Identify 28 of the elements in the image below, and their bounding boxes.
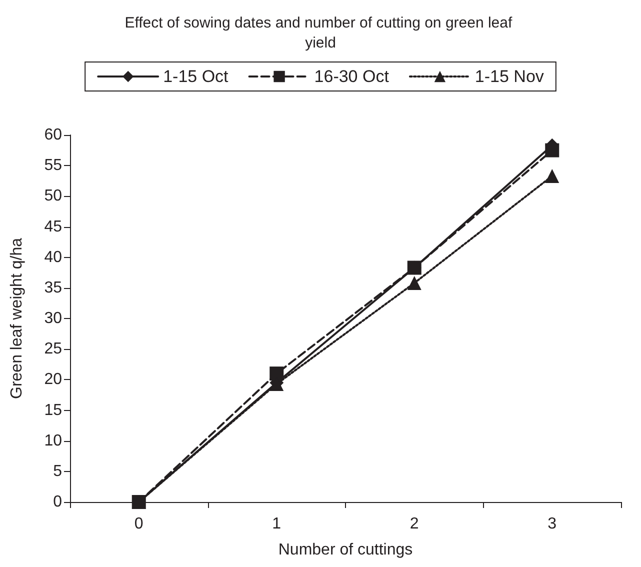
y-tick-label: 25: [44, 340, 62, 358]
y-tick-label: 35: [44, 279, 62, 296]
point: [545, 143, 560, 158]
point: [545, 168, 560, 183]
y-tick-label: 10: [44, 432, 62, 450]
y-tick-label: 0: [53, 494, 62, 510]
y-axis-title: Green leaf weight q/ha: [8, 238, 26, 399]
y-tick-label: 5: [53, 462, 62, 480]
y-tick-label: 50: [44, 188, 62, 205]
point: [407, 260, 422, 275]
chart-title: Effect of sowing dates and number of cutting on green leaf yield: [124, 14, 516, 52]
legend-label: 1-15 Nov: [474, 67, 544, 86]
y-tick-label: 30: [44, 310, 62, 327]
x-tick-label: 0: [134, 516, 144, 532]
y-tick-label: 20: [44, 371, 62, 388]
point: [407, 276, 422, 290]
y-tick-label: 55: [44, 157, 62, 174]
legend-label: 16-30 Oct: [314, 67, 390, 86]
x-tick-label: 1: [272, 516, 282, 532]
point: [270, 366, 284, 381]
x-tick-label: 3: [548, 516, 557, 532]
y-tick-label: 60: [44, 126, 62, 144]
x-tick-label: 2: [410, 516, 419, 532]
y-tick-label: 15: [44, 402, 62, 419]
legend-label: 1-15 Oct: [163, 67, 229, 86]
x-axis-title: Number of cuttings: [278, 542, 413, 558]
y-tick-label: 40: [44, 248, 62, 266]
y-tick-label: 45: [44, 218, 62, 236]
